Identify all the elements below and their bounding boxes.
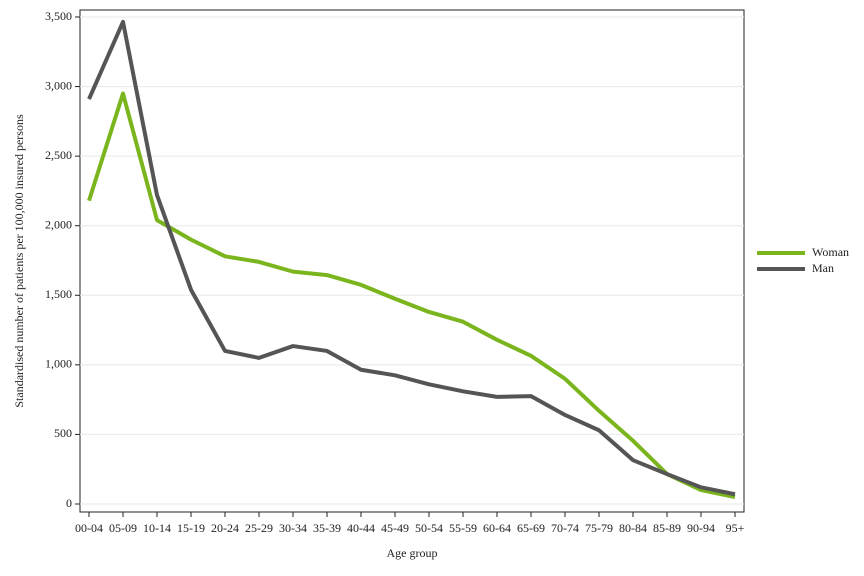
y-tick-label: 1,500 [45,287,72,301]
legend-label: Woman [812,245,849,259]
y-tick-label: 0 [66,496,72,510]
plot-frame [79,9,745,513]
x-tick-label: 65-69 [517,521,545,535]
x-tick-label: 55-59 [449,521,477,535]
y-axis-label: Standardised number of patients per 100,… [12,114,26,408]
x-tick-label: 00-04 [75,521,103,535]
x-tick-label: 15-19 [177,521,205,535]
x-tick-label: 35-39 [313,521,341,535]
x-tick-label: 50-54 [415,521,443,535]
x-tick-label: 85-89 [653,521,681,535]
y-tick-label: 500 [54,426,72,440]
x-tick-label: 10-14 [143,521,171,535]
y-tick-label: 3,500 [45,9,72,23]
x-tick-label: 95+ [726,521,745,535]
y-tick-label: 2,500 [45,148,72,162]
x-tick-label: 80-84 [619,521,647,535]
x-tick-label: 70-74 [551,521,579,535]
x-tick-label: 25-29 [245,521,273,535]
x-tick-label: 20-24 [211,521,239,535]
x-tick-label: 30-34 [279,521,307,535]
y-tick-label: 2,000 [45,217,72,231]
x-tick-label: 05-09 [109,521,137,535]
x-tick-label: 90-94 [687,521,715,535]
x-axis-label: Age group [387,546,438,560]
x-tick-label: 60-64 [483,521,511,535]
x-tick-label: 75-79 [585,521,613,535]
line-series [87,91,736,500]
line-series [87,19,736,497]
x-tick-label: 45-49 [381,521,409,535]
y-tick-label: 3,000 [45,78,72,92]
y-tick-label: 1,000 [45,357,72,371]
x-tick-label: 40-44 [347,521,375,535]
legend-label: Man [812,261,834,275]
